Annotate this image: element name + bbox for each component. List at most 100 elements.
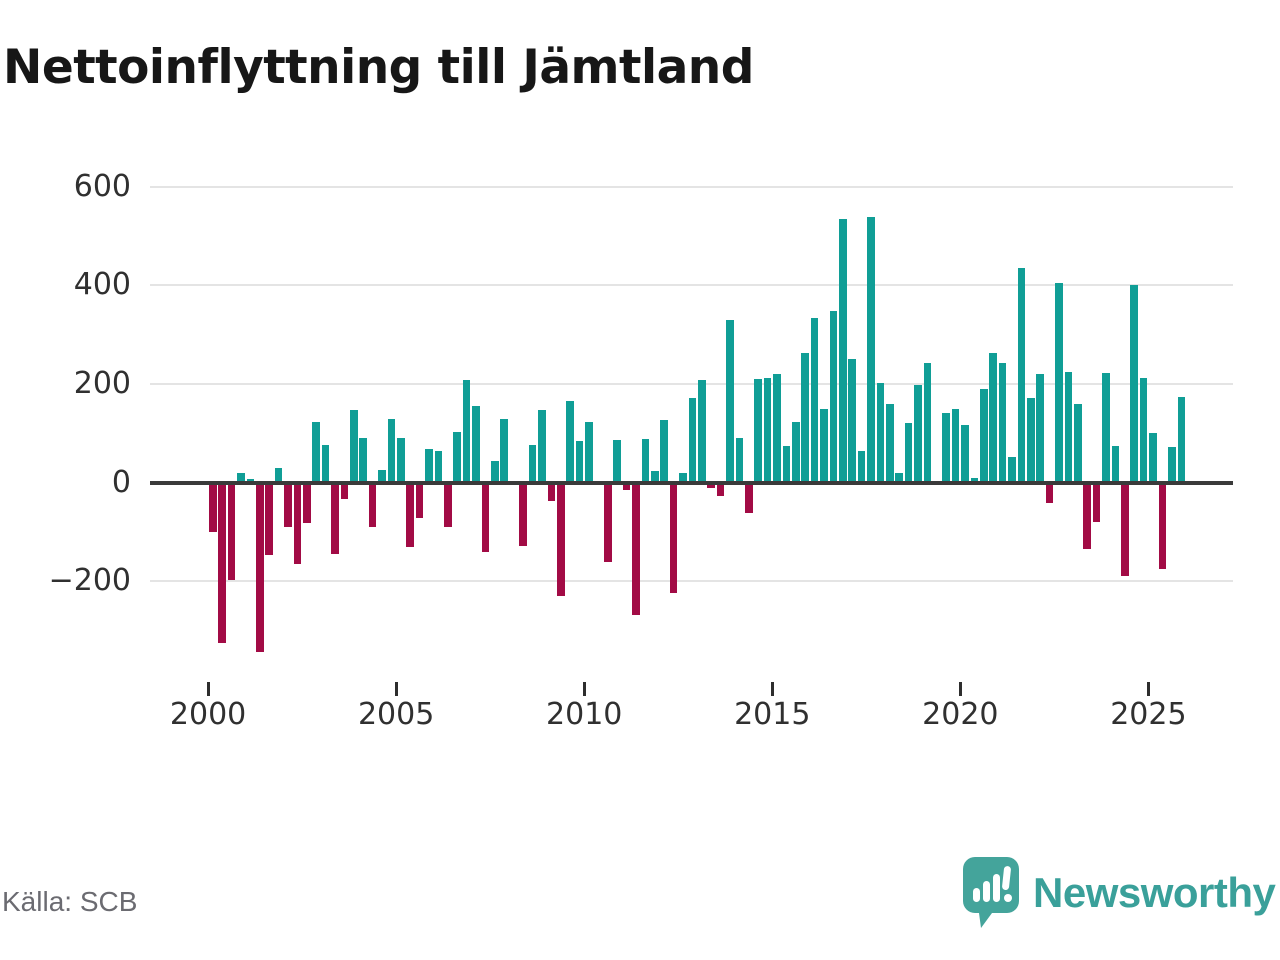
bar-2000-q7 — [274, 467, 283, 483]
bar-2000-q44 — [622, 482, 631, 490]
x-axis-tick-mark — [394, 682, 398, 696]
y-axis-tick-label: 0 — [111, 464, 131, 500]
bar-2000-q80 — [961, 425, 969, 483]
bar-2000-q70 — [867, 217, 875, 483]
bar-2000-q21 — [406, 482, 415, 547]
gridline-y-600 — [150, 185, 1233, 188]
bar-2000-q13 — [331, 482, 339, 554]
bar-2000-q73 — [895, 472, 903, 483]
bar-2000-q52 — [697, 379, 706, 483]
x-axis-tick-mark — [206, 682, 210, 696]
bar-2000-q11 — [312, 421, 321, 483]
y-axis-tick-label: 200 — [73, 366, 131, 401]
bar-2000-q18 — [378, 469, 386, 483]
bar-2000-q98 — [1130, 285, 1139, 483]
bar-2000-q60 — [773, 373, 781, 483]
bar-2000-q0 — [209, 482, 217, 533]
x-axis-tick-label: 2010 — [546, 697, 623, 732]
bar-2000-q85 — [1008, 456, 1016, 483]
bar-2000-q66 — [829, 310, 838, 483]
bar-2000-q49 — [669, 482, 678, 593]
bar-2000-q88 — [1036, 374, 1045, 483]
bar-2000-q39 — [575, 441, 584, 483]
bar-2000-q17 — [368, 482, 377, 527]
bar-2000-q14 — [340, 482, 349, 500]
bar-2000-q64 — [810, 318, 819, 483]
bar-2000-q69 — [857, 450, 866, 483]
zero-baseline — [150, 480, 1233, 485]
x-axis-tick-label: 2000 — [169, 697, 247, 732]
bar-2000-q93 — [1083, 482, 1092, 550]
bar-2000-q46 — [641, 439, 650, 483]
bar-2000-q101 — [1158, 482, 1167, 569]
bar-2000-q37 — [556, 482, 565, 596]
bar-2000-q97 — [1121, 482, 1129, 577]
bar-2000-q67 — [839, 218, 847, 483]
x-axis-tick-label: 2005 — [357, 697, 435, 732]
bar-2000-q45 — [632, 482, 640, 615]
bar-2000-q92 — [1074, 404, 1082, 483]
bar-2000-q91 — [1064, 371, 1073, 483]
bar-2000-q51 — [688, 398, 697, 483]
bar-2000-q82 — [980, 389, 988, 483]
bar-2000-q10 — [303, 482, 311, 524]
y-axis-tick-label: 600 — [73, 168, 131, 204]
bar-2000-q54 — [716, 482, 725, 496]
bar-2000-q28 — [472, 405, 480, 483]
bar-2000-q22 — [415, 482, 424, 518]
bar-2000-q2 — [227, 482, 236, 580]
x-axis-tick-mark — [770, 682, 774, 696]
bar-2000-q71 — [876, 382, 885, 483]
newsworthy-logo-text: Newsworthy — [1033, 868, 1276, 916]
bar-2000-q23 — [425, 449, 433, 483]
bar-2000-q38 — [566, 401, 574, 483]
bar-2000-q55 — [726, 319, 734, 483]
y-axis-tick-label: −200 — [48, 563, 131, 599]
bar-2000-q94 — [1092, 482, 1101, 522]
bar-2000-q68 — [848, 359, 856, 483]
bar-2000-q63 — [801, 353, 809, 483]
gridline-y--200 — [150, 580, 1233, 583]
bar-2000-q33 — [519, 482, 527, 546]
x-axis-tick-label: 2025 — [1110, 697, 1187, 732]
bar-2000-q40 — [585, 421, 593, 483]
bar-2000-q53 — [707, 482, 715, 489]
bar-2000-q24 — [434, 451, 443, 483]
bar-2000-q26 — [453, 431, 462, 483]
bar-2000-q6 — [265, 482, 273, 555]
newsworthy-logo-link[interactable]: Newsworthy — [963, 855, 1276, 930]
bar-2000-q57 — [744, 482, 753, 514]
newsworthy-bubble-icon — [963, 856, 1019, 929]
bar-2000-q75 — [914, 385, 922, 483]
bar-2000-q5 — [256, 482, 264, 653]
x-axis-tick-mark — [1146, 682, 1150, 696]
bar-2000-q27 — [462, 380, 471, 483]
bar-2000-q100 — [1149, 433, 1157, 483]
bar-2000-q30 — [491, 461, 499, 483]
bar-2000-q61 — [782, 446, 791, 483]
bar-2000-q76 — [923, 362, 932, 483]
bar-2000-q99 — [1139, 377, 1148, 483]
bar-2000-q34 — [528, 445, 537, 483]
bar-2000-q35 — [538, 410, 546, 483]
bar-2000-q58 — [754, 378, 762, 483]
bar-2000-q102 — [1168, 446, 1176, 483]
bar-2000-q103 — [1177, 396, 1186, 483]
bar-2000-q72 — [886, 404, 894, 483]
bar-2000-q47 — [650, 470, 659, 483]
bar-2000-q25 — [444, 482, 452, 527]
bar-2000-q20 — [397, 437, 405, 483]
bar-2000-q83 — [989, 353, 998, 483]
bar-2000-q3 — [237, 473, 245, 483]
bar-2000-q96 — [1111, 446, 1120, 483]
bar-2000-q95 — [1102, 372, 1110, 483]
bar-2000-q1 — [218, 482, 226, 644]
gridline-y-200 — [150, 383, 1233, 385]
gridline-y-400 — [150, 284, 1233, 287]
bar-2000-q89 — [1045, 482, 1054, 503]
bar-2000-q74 — [904, 423, 913, 483]
bar-2000-q50 — [679, 473, 687, 483]
bar-2000-q81 — [970, 478, 979, 483]
bar-2000-q29 — [481, 482, 490, 552]
